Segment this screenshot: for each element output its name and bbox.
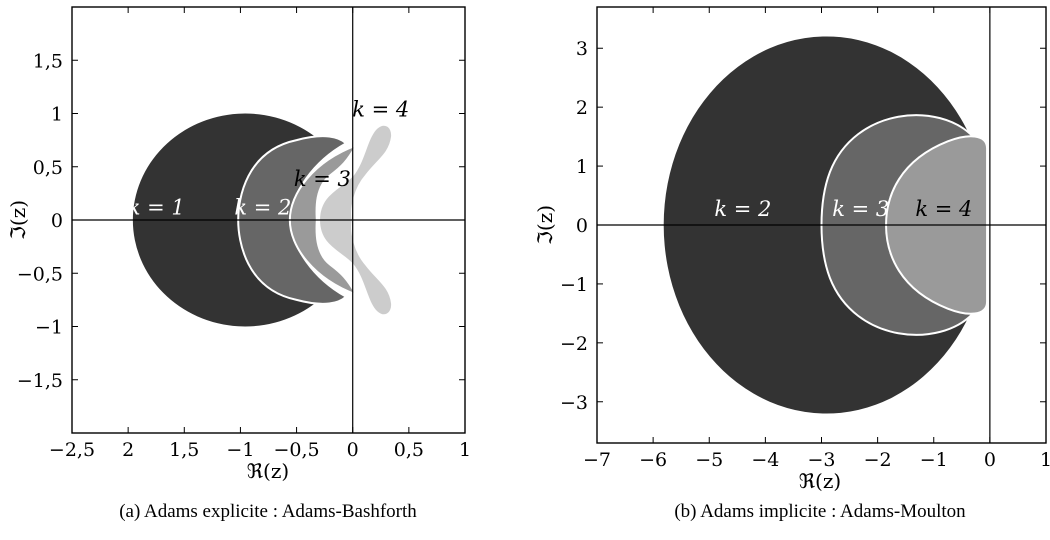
y-tick-label: 0 bbox=[576, 215, 588, 237]
x-axis-title: ℜ(z) bbox=[799, 469, 841, 493]
stability-region-k2 bbox=[237, 135, 348, 305]
region-label: k = 4 bbox=[352, 98, 409, 122]
chart-panel-a: −2,5 2 1,5 −1 −0,5 0 0,5 1 −1,5 −1 −0,5 0 0,5 1 1,5 k =… bbox=[6, 6, 471, 522]
y-tick-label: 1 bbox=[51, 104, 63, 126]
y-tick-label: 2 bbox=[576, 97, 588, 119]
x-tick-label: 1,5 bbox=[169, 439, 199, 461]
x-tick-label: 1 bbox=[459, 439, 471, 461]
y-tick-label: −2 bbox=[560, 333, 588, 355]
x-tick-label: −7 bbox=[583, 449, 611, 471]
subfigure-caption: (b) Adams implicite : Adams-Moulton bbox=[674, 501, 966, 522]
x-tick-label: 2 bbox=[122, 439, 134, 461]
y-tick-label: 1 bbox=[576, 156, 588, 178]
y-tick-label: −1,5 bbox=[17, 370, 63, 392]
y-tick-label: 0 bbox=[51, 210, 63, 232]
x-tick-label: 0 bbox=[984, 449, 996, 471]
y-tick-label: −3 bbox=[560, 392, 588, 414]
y-tick-label: 1,5 bbox=[33, 50, 63, 72]
y-axis-title: ℑ(z) bbox=[533, 205, 557, 245]
x-tick-label: −0,5 bbox=[274, 439, 320, 461]
subfigure-caption: (a) Adams explicite : Adams-Bashforth bbox=[119, 501, 417, 522]
x-tick-label: −5 bbox=[695, 449, 723, 471]
x-axis-title: ℜ(z) bbox=[247, 459, 289, 483]
x-tick-label: −2 bbox=[864, 449, 892, 471]
x-tick-label: −3 bbox=[807, 449, 835, 471]
x-tick-label: −1 bbox=[226, 439, 254, 461]
region-label: k = 2 bbox=[234, 196, 291, 220]
y-tick-label: −1 bbox=[35, 317, 63, 339]
x-tick-label: −2,5 bbox=[49, 439, 95, 461]
x-tick-label: 1 bbox=[1040, 449, 1050, 471]
region-label: k = 3 bbox=[832, 197, 889, 221]
y-tick-label: −1 bbox=[560, 274, 588, 296]
x-tick-label: −4 bbox=[751, 449, 779, 471]
y-tick-label: 0,5 bbox=[33, 157, 63, 179]
chart-panel-b: −7 −6 −5 −4 −3 −2 −1 0 1 −3 −2 −1 0 1 2 3 k = 2 k = 3 k = … bbox=[533, 6, 1050, 522]
region-label: k = 1 bbox=[128, 196, 185, 220]
x-tick-label: −6 bbox=[639, 449, 667, 471]
x-tick-label: −1 bbox=[920, 449, 948, 471]
y-tick-label: 3 bbox=[576, 38, 588, 60]
region-label: k = 2 bbox=[714, 197, 771, 221]
x-tick-label: 0,5 bbox=[394, 439, 424, 461]
stability-region-k3 bbox=[288, 143, 359, 297]
x-tick-label: 0 bbox=[347, 439, 359, 461]
region-label: k = 3 bbox=[294, 167, 351, 191]
y-axis-title: ℑ(z) bbox=[6, 200, 30, 240]
y-tick-label: −0,5 bbox=[17, 263, 63, 285]
region-label: k = 4 bbox=[915, 197, 972, 221]
